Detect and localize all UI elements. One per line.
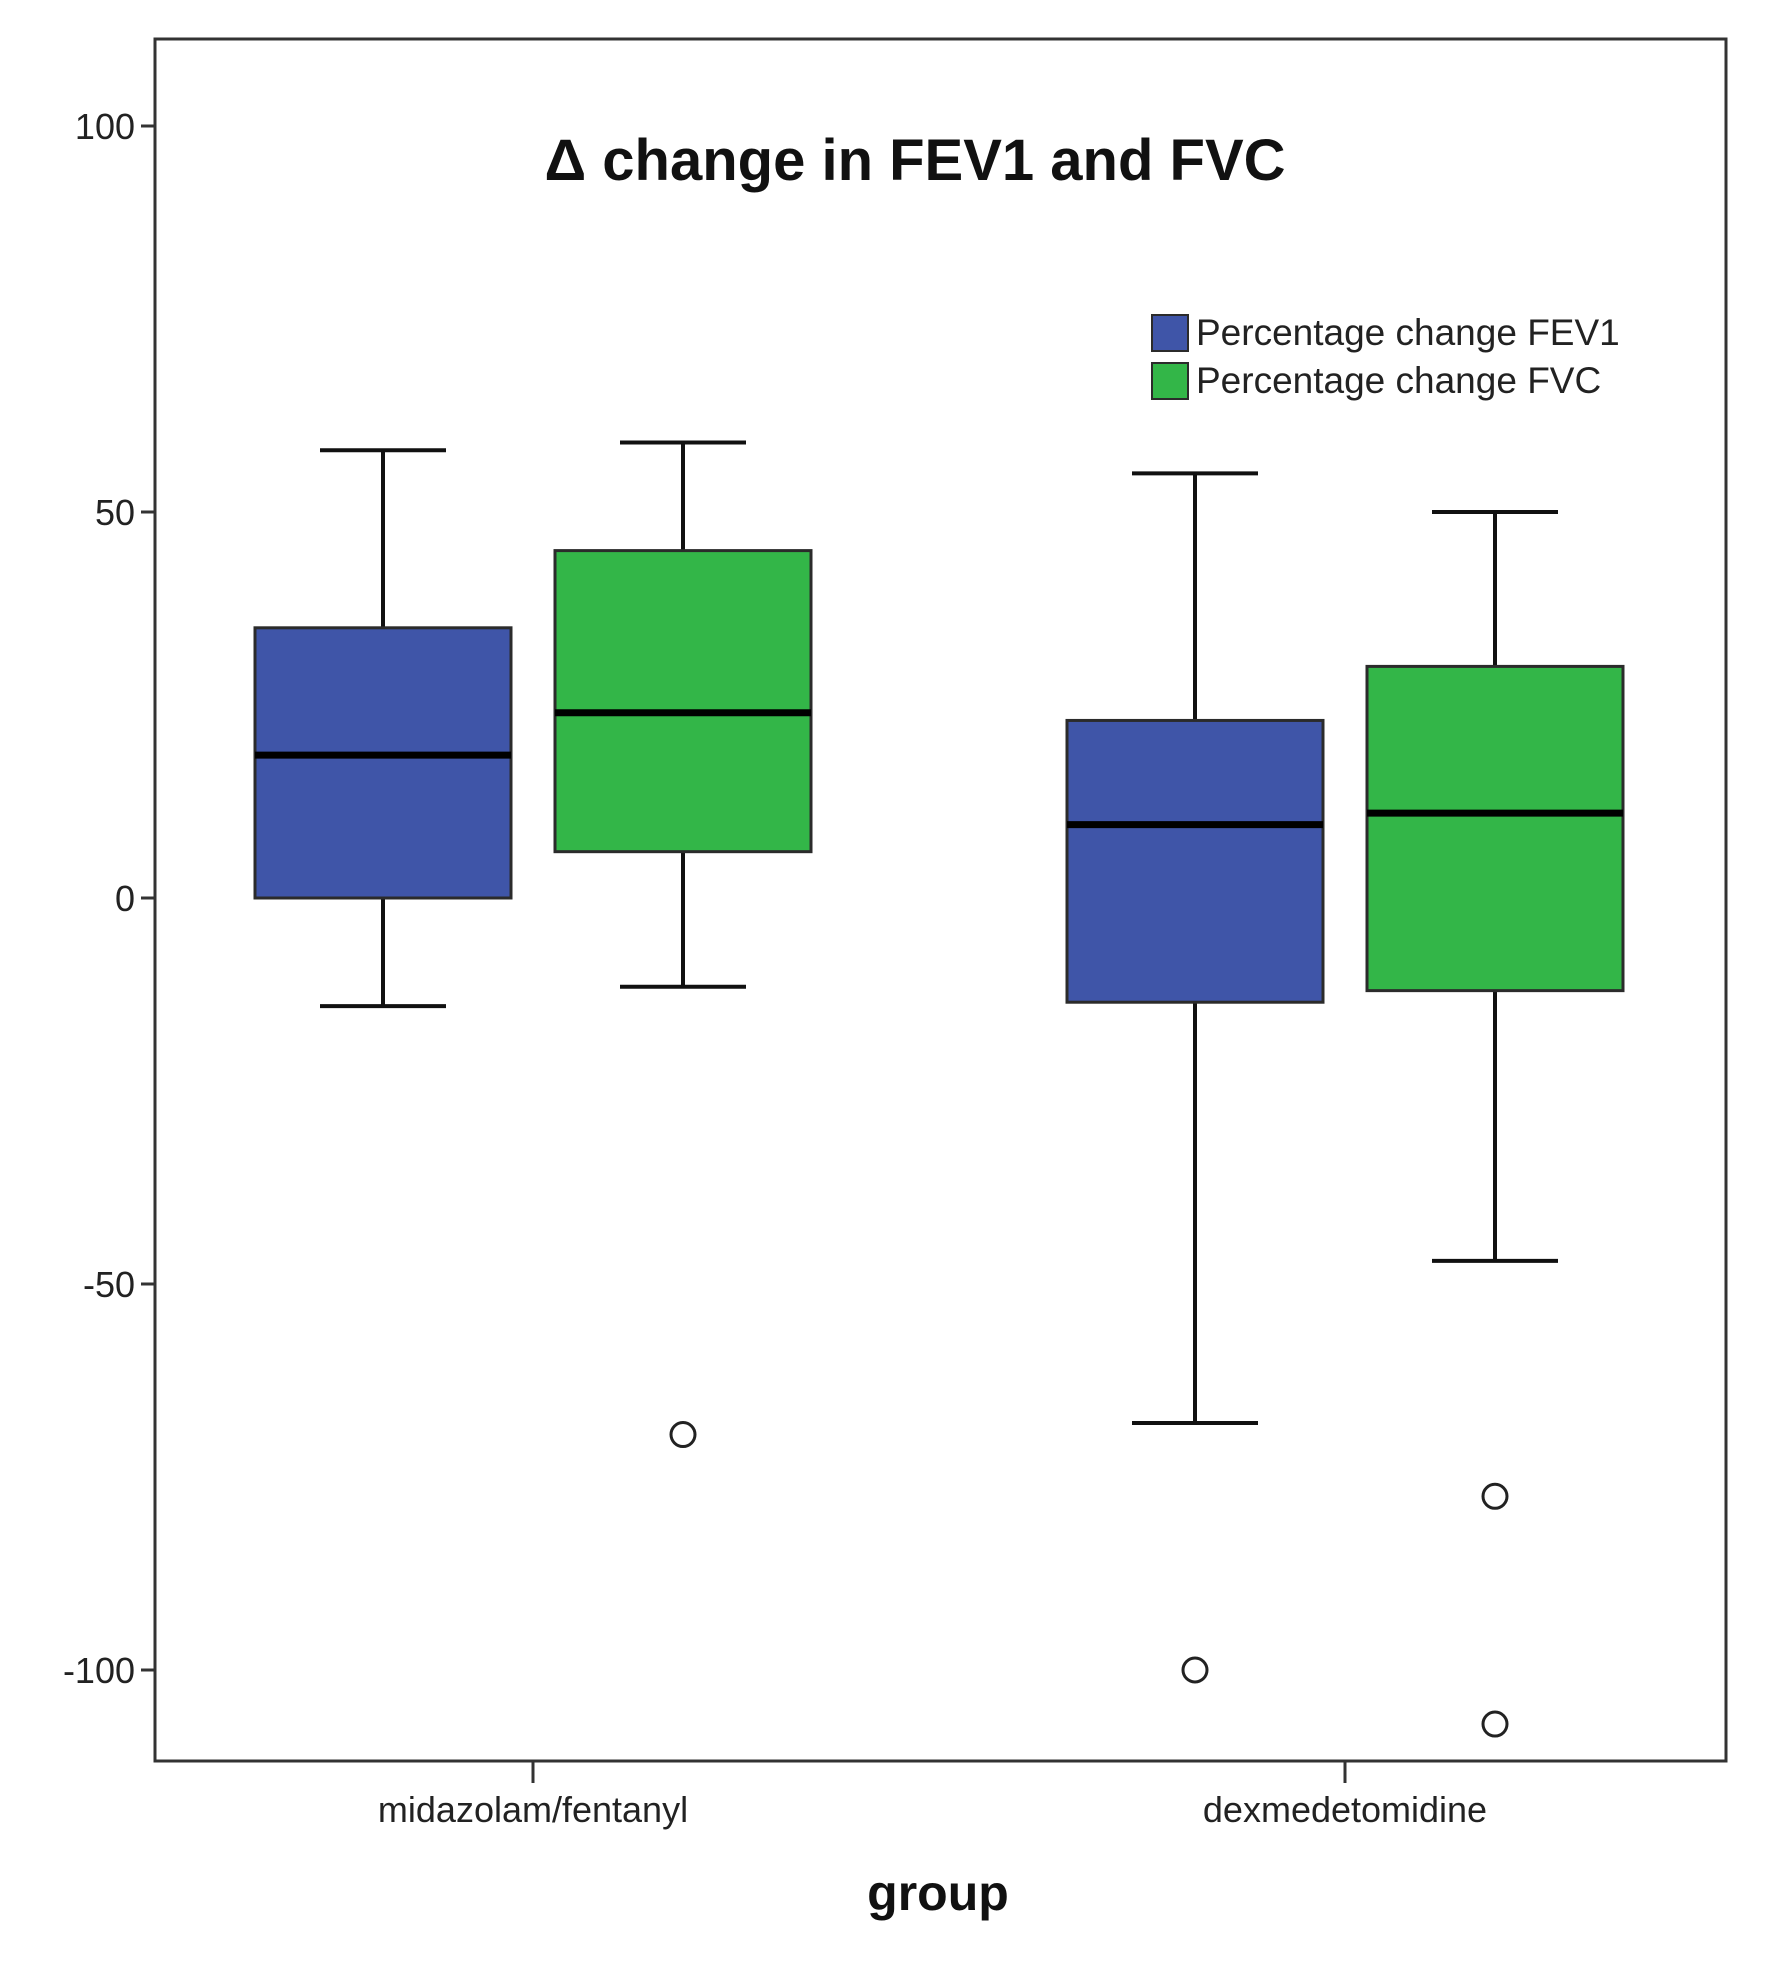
legend-label: Percentage change FVC [1196,360,1601,401]
x-tick-label: dexmedetomidine [1203,1789,1487,1830]
outlier-point [669,1421,697,1449]
y-tick-label: 50 [95,492,135,533]
box-iqr [1065,718,1325,1004]
y-tick-label: -50 [83,1264,135,1305]
box-iqr [253,626,513,900]
box-fvc-dexmedetomidine [1365,510,1625,1738]
y-tick-label: -100 [63,1650,135,1691]
x-axis: midazolam/fentanyl dexmedetomidine [378,1761,1487,1830]
x-tick-label: midazolam/fentanyl [378,1789,688,1830]
legend: Percentage change FEV1 Percentage change … [1151,312,1620,401]
y-tick-label: 0 [115,878,135,919]
legend-swatch [1151,314,1189,352]
box-series-group [253,440,1625,1738]
chart-title: Δ change in FEV1 and FVC [544,128,1285,193]
x-axis-title: group [867,1865,1009,1921]
y-tick-label: 100 [75,106,135,147]
y-axis: -100 -50 0 50 100 [63,106,155,1691]
outlier-point [1481,1482,1509,1510]
box-fvc-midazolam-fentanyl [553,440,813,1449]
box-iqr [553,549,813,854]
box-iqr [1365,664,1625,993]
outlier-point [1181,1656,1209,1684]
outlier-point [1481,1710,1509,1738]
legend-swatch [1151,362,1189,400]
box-fev1-midazolam-fentanyl [253,448,513,1009]
legend-label: Percentage change FEV1 [1196,312,1620,353]
box-fev1-dexmedetomidine [1065,471,1325,1684]
